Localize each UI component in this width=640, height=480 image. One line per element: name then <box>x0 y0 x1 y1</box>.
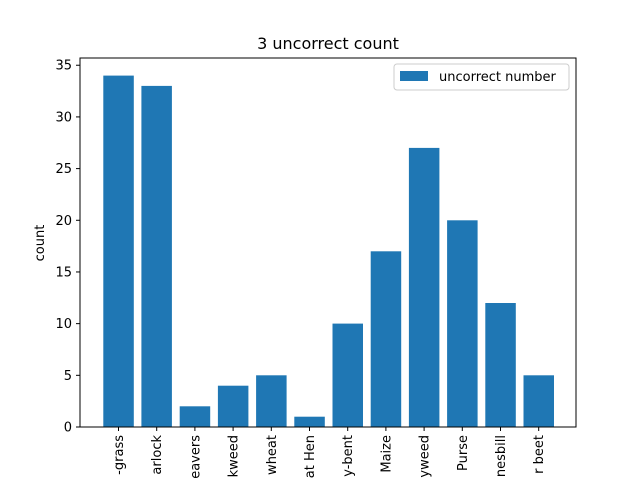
x-tick-label: y-bent <box>341 435 356 477</box>
bar <box>179 406 211 427</box>
bars-group <box>103 75 554 428</box>
y-tick-label: 10 <box>55 317 72 332</box>
bar <box>408 147 440 427</box>
x-tick-label: r beet <box>532 435 547 474</box>
bar <box>523 375 554 427</box>
y-tick-label: 35 <box>55 59 72 74</box>
bar <box>141 85 172 428</box>
legend-box <box>393 63 570 91</box>
y-tick-label: 15 <box>55 265 72 280</box>
bar <box>447 220 478 427</box>
plot-frame <box>79 57 577 428</box>
y-tick-label: 30 <box>55 110 72 125</box>
y-tick-label: 20 <box>55 214 72 229</box>
x-tick-label: kweed <box>227 435 242 477</box>
bar <box>294 416 325 427</box>
x-tick-label: yweed <box>418 435 433 478</box>
y-tick-label: 0 <box>64 421 72 436</box>
y-tick-label: 25 <box>55 162 72 177</box>
x-tick-label: Purse <box>456 435 471 471</box>
y-axis-label: count <box>33 225 48 262</box>
bar <box>103 75 134 427</box>
x-tick-label: at Hen <box>303 435 318 478</box>
x-tick-label: eavers <box>188 435 203 479</box>
bar <box>256 375 287 427</box>
x-tick-label: arlock <box>150 435 165 475</box>
x-axis: -grass arlock eavers kweed wheat at Hen y-bent… <box>112 427 547 479</box>
y-axis: 0 5 10 15 20 25 30 35 <box>55 59 80 436</box>
bar <box>370 251 402 427</box>
legend-label: uncorrect number <box>439 70 557 85</box>
bar <box>332 323 363 427</box>
x-tick-label: Maize <box>379 435 394 473</box>
x-tick-label: nesbill <box>494 435 509 477</box>
bar <box>485 303 516 427</box>
bar <box>217 385 249 427</box>
x-tick-label: -grass <box>112 435 127 475</box>
legend: uncorrect number <box>393 63 570 91</box>
chart-title: 3 uncorrect count <box>257 34 399 53</box>
y-tick-label: 5 <box>64 369 72 384</box>
legend-swatch <box>400 71 428 81</box>
x-tick-label: wheat <box>265 435 280 475</box>
